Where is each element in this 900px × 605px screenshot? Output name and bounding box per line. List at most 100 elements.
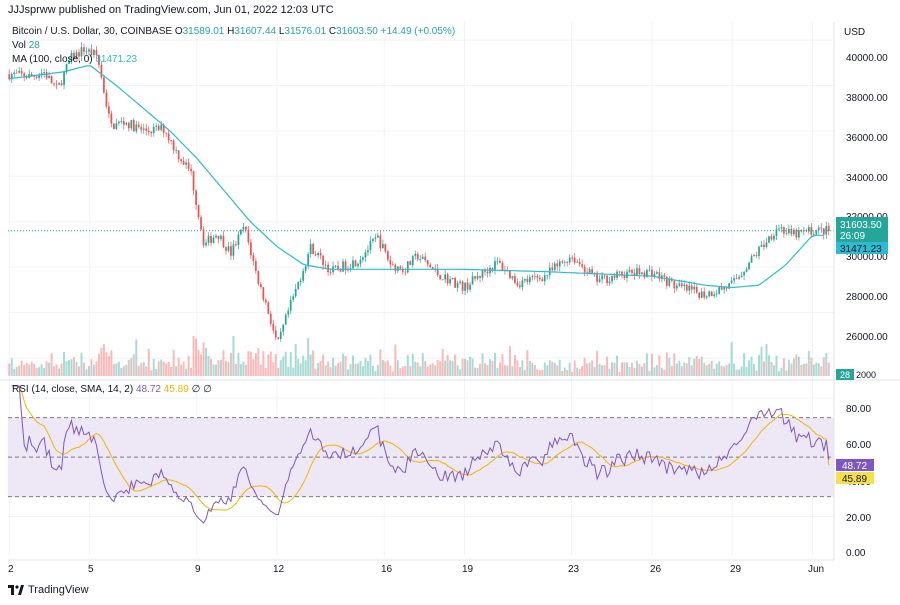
symbol-legend[interactable]: Bitcoin / U.S. Dollar, 30, COINBASE O315…: [12, 26, 455, 37]
candle-body: [170, 140, 173, 141]
volume-bar: [65, 361, 68, 376]
candle-body: [267, 302, 270, 314]
volume-legend[interactable]: Vol 28: [12, 40, 40, 51]
volume-bar: [329, 367, 332, 376]
price-pane[interactable]: [8, 22, 834, 376]
candle-body: [745, 269, 748, 272]
candle-body: [175, 150, 178, 152]
volume-bar: [292, 367, 295, 376]
volume-bar: [665, 352, 668, 376]
candle-body: [309, 243, 312, 255]
tradingview-logo[interactable]: TradingView: [8, 584, 89, 596]
volume-bar: [648, 370, 651, 376]
candle-body: [187, 162, 190, 169]
volume-bar: [327, 361, 330, 376]
volume-bar: [790, 363, 793, 376]
candle-body: [287, 310, 290, 315]
time-tick-label: 19: [462, 564, 474, 575]
volume-bar: [175, 366, 178, 376]
volume-bar: [506, 365, 509, 376]
candle-body: [120, 120, 123, 122]
candle-body: [68, 60, 70, 65]
volume-bar: [827, 362, 830, 376]
volume-bar: [655, 365, 658, 376]
volume-bar: [366, 361, 369, 376]
candle-body: [646, 269, 648, 278]
countdown-timer: 26:09: [840, 231, 865, 242]
volume-bar: [812, 364, 815, 376]
volume-bar: [60, 363, 63, 376]
volume-bar: [695, 355, 698, 376]
volume-bar: [586, 363, 589, 376]
volume-bar: [822, 357, 825, 376]
rsi-label: RSI (14, close, SMA, 14, 2): [12, 384, 134, 395]
candle-body: [623, 275, 626, 279]
candle-body: [715, 293, 718, 295]
volume-bar: [232, 336, 235, 376]
candle-body: [536, 276, 539, 278]
candle-body: [349, 268, 352, 269]
candle-body: [528, 277, 531, 283]
candle-body: [93, 50, 95, 55]
candle-body: [354, 260, 357, 267]
candle-body: [459, 281, 461, 283]
candle-body: [122, 120, 125, 125]
volume-bar: [466, 360, 469, 376]
candle-body: [389, 259, 392, 265]
candle-body: [282, 324, 285, 332]
volume-bar: [386, 360, 389, 376]
price-axis[interactable]: USD 40000.00 38000.00 36000.00 34000.00 …: [844, 27, 888, 343]
candle-body: [461, 281, 464, 291]
volume-bar: [322, 354, 325, 376]
volume-bar: [743, 353, 746, 376]
volume-bar: [227, 362, 230, 376]
volume-bar: [556, 365, 559, 376]
rsi-legend-tail: ∅ ∅: [191, 384, 212, 395]
candle-body: [63, 72, 65, 86]
volume-bar: [703, 362, 706, 376]
candle-body: [165, 132, 168, 134]
volume-bar: [342, 353, 345, 376]
volume-bar: [797, 356, 800, 376]
volume-bar: [192, 336, 195, 376]
candle-body: [439, 275, 442, 280]
candle-body: [235, 244, 237, 246]
price-tick-label: 26000.00: [846, 332, 888, 343]
rsi-ma-line: [11, 385, 830, 511]
volume-bar: [112, 364, 115, 376]
volume-bar: [404, 365, 407, 376]
candle-body: [675, 285, 678, 289]
candle-body: [364, 252, 367, 258]
volume-bar: [713, 368, 716, 376]
volume-bar: [611, 362, 614, 376]
volume-bar: [309, 354, 312, 376]
ma-legend[interactable]: MA (100, close, 0) 31471.23: [12, 54, 137, 65]
candle-body: [279, 331, 282, 339]
volume-bar: [217, 360, 220, 376]
candle-body: [252, 255, 255, 262]
volume-bar: [239, 364, 242, 376]
candle-body: [553, 263, 556, 271]
candle-body: [466, 282, 469, 290]
candle-body: [95, 50, 98, 55]
volume-bar: [424, 361, 427, 376]
candle-body: [35, 76, 38, 78]
rsi-legend[interactable]: RSI (14, close, SMA, 14, 2) 48.72 45.89 …: [12, 384, 212, 395]
candle-body: [55, 84, 58, 86]
rsi-band: [8, 417, 834, 498]
time-tick-label: 26: [650, 564, 662, 575]
time-axis[interactable]: 2 5 9 12 16 19 23 26 29 Jun: [8, 564, 824, 575]
volume-bar: [394, 344, 397, 376]
volume-bar: [384, 361, 387, 376]
candle-body: [177, 150, 180, 160]
volume-bar: [259, 364, 262, 376]
candle-body: [152, 126, 155, 134]
volume-bar: [551, 361, 554, 376]
time-tick-label: 9: [195, 564, 201, 575]
volume-bar: [182, 361, 185, 376]
candle-body: [155, 125, 158, 127]
candle-body: [85, 51, 88, 53]
candle-body: [501, 262, 504, 271]
candle-body: [728, 283, 730, 289]
